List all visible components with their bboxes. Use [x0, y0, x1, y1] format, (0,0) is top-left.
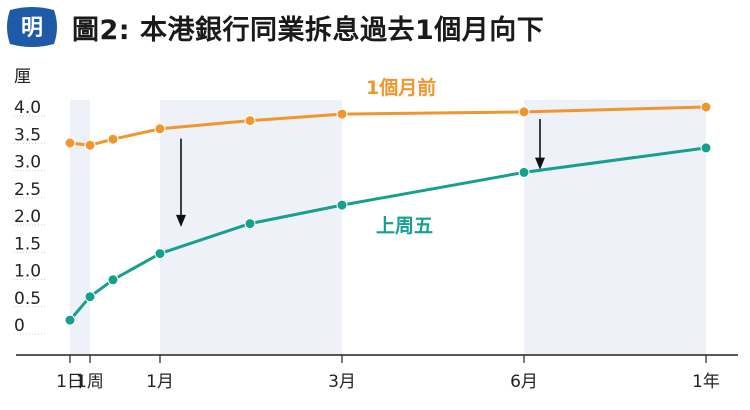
- x-tick-label: 3月: [328, 372, 356, 392]
- data-point: [700, 142, 712, 154]
- chart-title: 圖2: 本港銀行同業拆息過去1個月向下: [72, 15, 545, 46]
- data-point: [84, 139, 96, 151]
- data-point: [700, 101, 712, 113]
- x-tick-label: 1周: [76, 372, 104, 392]
- y-tick-label: 2.5: [14, 180, 41, 200]
- data-point: [154, 248, 166, 260]
- data-point: [107, 133, 119, 145]
- y-tick-label: 1.5: [14, 234, 41, 254]
- y-tick-label: 0: [14, 316, 25, 336]
- data-point: [154, 123, 166, 135]
- data-point: [518, 166, 530, 178]
- data-point: [64, 137, 76, 149]
- y-tick-label: 0.5: [14, 289, 41, 309]
- series-points: [64, 101, 712, 326]
- background-band: [524, 100, 706, 355]
- data-point: [84, 291, 96, 303]
- down-arrow-head: [535, 157, 545, 170]
- x-tick-label: 1月: [146, 372, 174, 392]
- series-label-last-friday: 上周五: [376, 215, 433, 237]
- newspaper-logo-icon: 明: [7, 7, 57, 47]
- down-arrow-head: [176, 214, 186, 227]
- y-axis-ticks: 厘 0 0.5 1.0 1.5 2.0 2.5 3.0 3.5 4.0: [14, 67, 46, 336]
- x-tick-label: 1日: [56, 372, 84, 392]
- background-bands: [70, 100, 706, 355]
- down-arrow: [535, 118, 545, 170]
- y-tick-label: 2.0: [14, 207, 41, 227]
- data-point: [336, 199, 348, 211]
- data-point: [244, 218, 256, 230]
- data-point: [107, 274, 119, 286]
- y-tick-label: 3.5: [14, 125, 41, 145]
- data-point: [518, 106, 530, 118]
- y-tick-label: 4.0: [14, 98, 41, 118]
- y-axis-unit-label: 厘: [14, 67, 31, 87]
- y-tick-label: 1.0: [14, 262, 41, 282]
- background-band: [70, 100, 90, 355]
- x-tick-label: 6月: [510, 372, 538, 392]
- data-point: [64, 314, 76, 326]
- x-tick-label: 1年: [692, 372, 720, 392]
- data-point: [336, 108, 348, 120]
- logo-glyph: 明: [21, 15, 43, 41]
- down-arrow: [176, 138, 186, 227]
- y-tick-label: 3.0: [14, 153, 41, 173]
- data-point: [244, 115, 256, 127]
- annotation-arrows: [176, 118, 545, 227]
- series-label-1m-ago: 1個月前: [366, 76, 436, 99]
